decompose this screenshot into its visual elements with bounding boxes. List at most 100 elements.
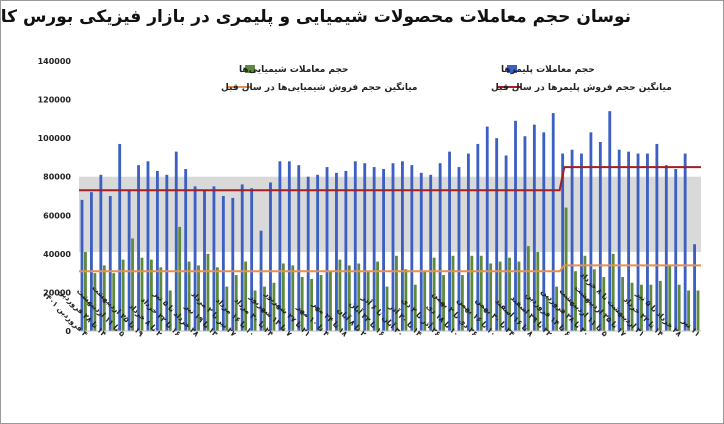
bar-polymer	[382, 169, 385, 331]
bar-polymer	[90, 192, 93, 331]
bar-polymer	[250, 188, 254, 331]
bar-polymer	[429, 174, 433, 331]
bar-polymer	[137, 165, 140, 331]
bar-polymer	[165, 174, 169, 331]
bar-polymer	[457, 167, 461, 331]
bar-chemical	[197, 265, 200, 331]
bar-polymer	[401, 161, 404, 331]
bar-chemical	[187, 261, 191, 331]
bar-chemical	[234, 275, 238, 331]
bar-polymer	[363, 163, 367, 331]
bar-polymer	[674, 169, 678, 331]
bar-chemical	[149, 259, 153, 331]
bar-polymer	[664, 165, 668, 331]
bar-chemical	[225, 286, 229, 331]
bar-chemical	[215, 267, 219, 331]
bar-polymer	[80, 199, 84, 331]
bar-chemical	[564, 207, 568, 331]
bar-chemical	[140, 257, 144, 331]
bar-polymer	[693, 244, 696, 331]
bar-polymer	[240, 184, 244, 331]
bar-chemical	[479, 255, 483, 331]
bar-chemical	[536, 251, 540, 331]
bar-polymer	[155, 170, 159, 331]
bar-chemical	[404, 269, 408, 331]
bar-chemical	[489, 263, 493, 331]
bar-chemical	[574, 271, 577, 331]
bar-chemical	[281, 263, 285, 331]
bar-chemical	[592, 269, 596, 331]
bar-polymer	[203, 190, 206, 331]
chart-title: نوسان حجم معاملات محصولات شیمیایی و پلیم…	[0, 7, 631, 27]
y-tick-label: 120000	[38, 96, 72, 105]
bar-chemical	[291, 265, 295, 331]
bar-chemical	[696, 290, 700, 331]
bar-chemical	[319, 275, 323, 331]
y-tick-label: 60000	[43, 211, 71, 220]
bar-polymer	[316, 174, 320, 331]
reference-band	[79, 176, 701, 252]
bar-polymer	[523, 136, 527, 331]
bar-polymer	[108, 196, 112, 331]
bar-chemical	[640, 284, 643, 331]
bar-polymer	[514, 120, 517, 331]
bar-polymer	[391, 163, 395, 331]
bar-polymer	[184, 169, 188, 331]
bar-polymer	[476, 143, 480, 331]
bar-chemical	[102, 265, 106, 331]
bar-chemical	[470, 255, 474, 331]
chemical-average-line	[79, 264, 701, 273]
y-tick-label: 100000	[38, 134, 72, 143]
legend-swatch-polymer	[507, 65, 517, 73]
bar-polymer	[335, 172, 338, 331]
bar-chemical	[300, 277, 304, 331]
bar-polymer	[353, 161, 357, 331]
bar-chemical	[442, 275, 445, 331]
bar-chemical	[517, 261, 521, 331]
bar-polymer	[174, 151, 178, 331]
bar-chemical	[253, 290, 257, 331]
bar-chemical	[395, 255, 398, 331]
bar-polymer	[589, 132, 593, 331]
bar-chemical	[555, 286, 559, 331]
bar-polymer	[221, 196, 225, 331]
legend-label-chemical-avg: میانگین حجم فروش شیمیایی‌ها در سال قبل	[221, 81, 418, 93]
bar-chemical	[310, 278, 314, 331]
bar-polymer	[617, 149, 621, 331]
bar-polymer	[532, 124, 536, 331]
bar-chemical	[112, 273, 116, 331]
bar-polymer	[410, 165, 414, 331]
bar-polymer	[561, 153, 565, 331]
bar-chemical	[263, 286, 266, 331]
legend-label-chemical: حجم معاملات شیمیایی‌ها	[239, 65, 349, 75]
y-tick-label: 80000	[43, 173, 71, 182]
bar-chemical	[687, 290, 690, 331]
bar-polymer	[448, 151, 451, 331]
bar-chemical	[432, 257, 436, 331]
bar-chemical	[498, 261, 502, 331]
bar-polymer	[466, 153, 470, 331]
bar-polymer	[127, 190, 131, 331]
bar-chemical	[423, 271, 427, 331]
legend-swatch-chemical	[245, 65, 255, 73]
bar-chemical	[159, 267, 163, 331]
bar-chemical	[244, 261, 248, 331]
bar-polymer	[325, 167, 329, 331]
bar-chemical	[121, 259, 125, 331]
bar-polymer	[570, 149, 574, 331]
bar-polymer	[580, 153, 583, 331]
bar-chemical	[460, 275, 464, 331]
bar-polymer	[438, 163, 442, 331]
bar-polymer	[287, 161, 291, 331]
bar-chemical	[385, 286, 389, 331]
bar-polymer	[372, 167, 376, 331]
bar-chemical	[508, 257, 511, 331]
bar-chemical	[329, 271, 332, 331]
bar-chemical	[677, 284, 681, 331]
bar-polymer	[193, 186, 197, 331]
bar-chemical	[621, 277, 625, 331]
bar-polymer	[636, 153, 640, 331]
bar-chemical	[206, 253, 210, 331]
